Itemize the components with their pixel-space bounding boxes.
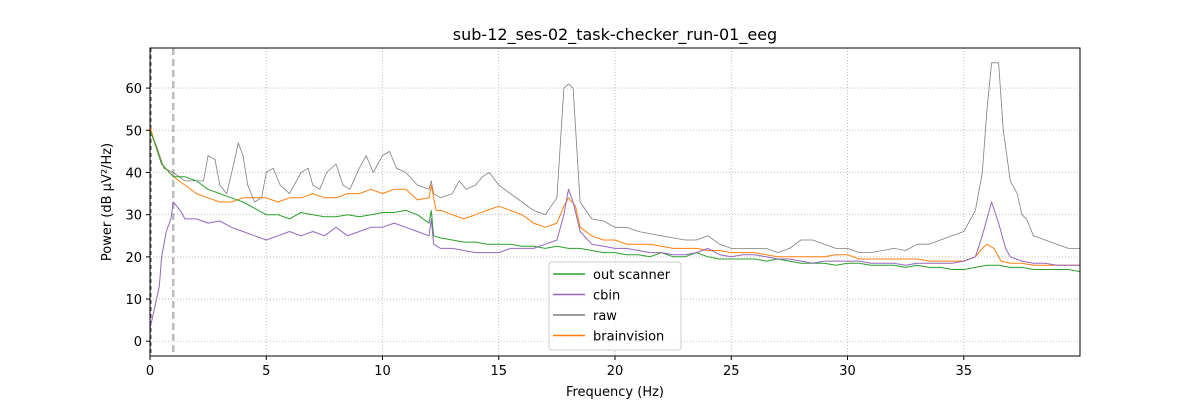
series-group — [150, 62, 1080, 329]
legend-label: out scanner — [593, 268, 671, 283]
y-tick-label: 50 — [125, 124, 142, 139]
series-line-brainvision — [150, 125, 1080, 266]
legend-label: raw — [593, 309, 617, 324]
x-tick-label: 0 — [146, 364, 154, 379]
x-tick-label: 5 — [262, 364, 270, 379]
legend: out scanner cbin raw brainvision — [548, 261, 682, 351]
chart-title: sub-12_ses-02_task-checker_run-01_eeg — [453, 25, 777, 45]
y-tick-label: 10 — [125, 293, 142, 308]
x-tick-label: 30 — [839, 364, 856, 379]
y-tick-label: 20 — [125, 251, 142, 266]
x-tick-label: 20 — [607, 364, 624, 379]
x-axis-label: Frequency (Hz) — [566, 385, 664, 400]
x-tick-label: 15 — [490, 364, 507, 379]
y-tick-label: 0 — [134, 335, 142, 350]
legend-box — [548, 261, 682, 351]
series-line-cbin — [150, 188, 1080, 329]
x-tick-label: 35 — [955, 364, 972, 379]
series-line-out-scanner — [150, 130, 1080, 273]
y-axis-ticks: 0 10 20 30 40 50 60 — [125, 82, 150, 350]
legend-label: brainvision — [593, 330, 664, 345]
legend-label: cbin — [593, 289, 620, 304]
y-tick-label: 40 — [125, 166, 142, 181]
x-tick-label: 25 — [723, 364, 740, 379]
y-axis-label: Power (dB µV²/Hz) — [100, 143, 115, 261]
series-line-raw — [150, 62, 1080, 253]
x-axis-ticks: 0 5 10 15 20 25 30 35 — [146, 356, 972, 379]
y-tick-label: 30 — [125, 209, 142, 224]
y-tick-label: 60 — [125, 82, 142, 97]
x-tick-label: 10 — [374, 364, 391, 379]
